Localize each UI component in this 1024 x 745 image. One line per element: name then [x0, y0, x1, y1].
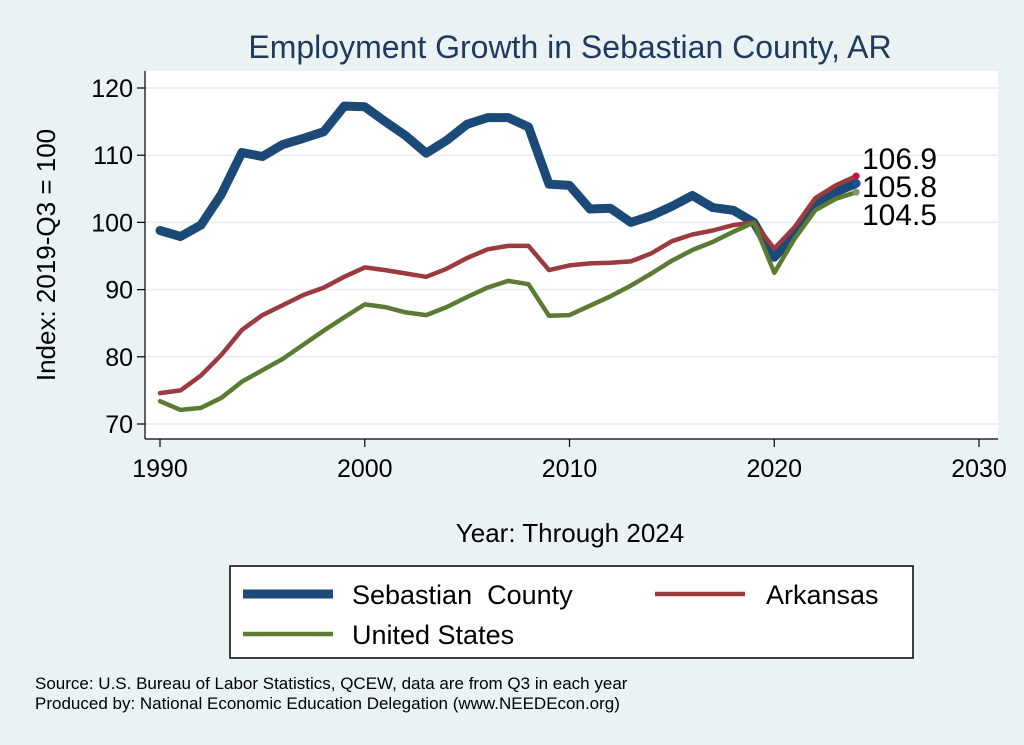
x-axis-title: Year: Through 2024 — [456, 518, 684, 548]
source-line-1: Source: U.S. Bureau of Labor Statistics,… — [35, 674, 628, 693]
end-value-label: 106.9 — [862, 143, 937, 176]
end-markers — [852, 172, 860, 196]
series-line — [157, 189, 859, 413]
x-tick-label: 2020 — [746, 455, 802, 483]
y-tick-label: 110 — [93, 142, 133, 170]
x-tick-label: 1990 — [132, 455, 188, 483]
x-tick-label: 2010 — [542, 455, 598, 483]
legend-label: United States — [352, 620, 514, 650]
legend-box — [229, 565, 914, 659]
y-tick-label: 70 — [105, 411, 133, 439]
x-tick-label: 2000 — [337, 455, 393, 483]
series-lines — [155, 101, 861, 413]
source-line-2: Produced by: National Economic Education… — [35, 694, 620, 713]
legend: Sebastian County Arkansas United States — [243, 580, 879, 650]
series-line — [157, 173, 859, 396]
y-tick-label: 120 — [91, 75, 133, 103]
end-point-marker — [852, 188, 860, 196]
axes: 70 80 90 100 110 120 1990 2000 2010 2020 2030 — [91, 71, 1007, 483]
y-tick-label: 80 — [105, 344, 133, 372]
legend-label: Sebastian County — [352, 580, 573, 610]
y-axis-title: Index: 2019-Q3 = 100 — [31, 129, 61, 381]
chart-title: Employment Growth in Sebastian County, A… — [248, 29, 891, 65]
end-point-marker — [852, 172, 860, 180]
y-tick-label: 90 — [105, 277, 133, 305]
y-tick-label: 100 — [91, 209, 133, 237]
end-value-label: 104.5 — [862, 199, 937, 232]
end-value-label: 105.8 — [862, 171, 937, 204]
x-tick-label: 2030 — [951, 455, 1007, 483]
end-point-marker — [852, 179, 860, 187]
plot-area — [145, 71, 998, 439]
series-line — [155, 101, 861, 262]
legend-label: Arkansas — [766, 580, 879, 610]
